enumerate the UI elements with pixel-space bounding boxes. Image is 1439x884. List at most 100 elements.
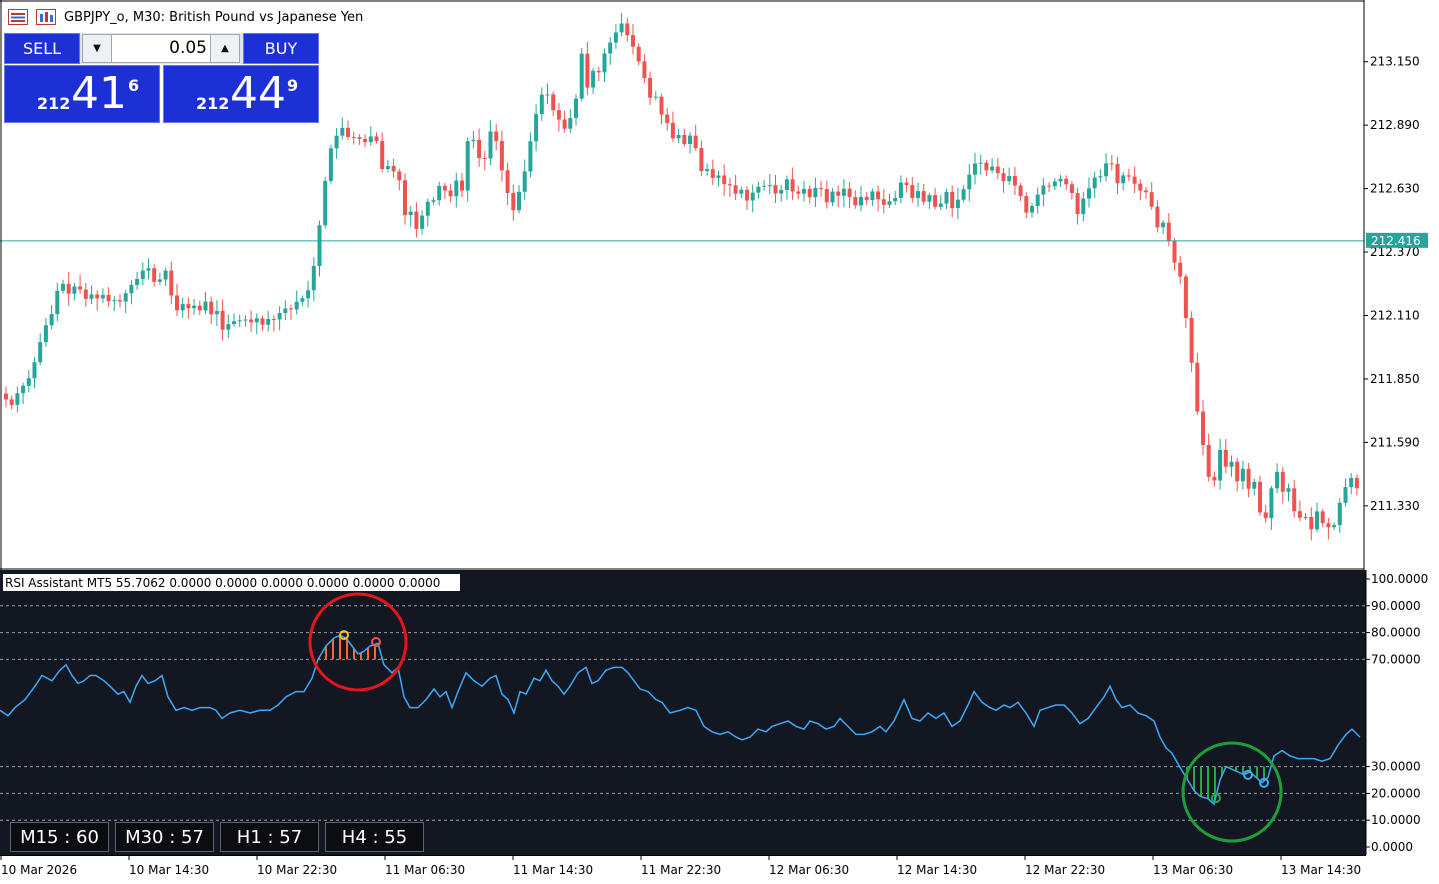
current-price-label: 212.416 xyxy=(1371,234,1421,248)
candle xyxy=(414,202,419,238)
candle xyxy=(1007,167,1012,185)
candle xyxy=(1012,166,1017,195)
candle xyxy=(1041,177,1046,207)
candle xyxy=(408,205,413,227)
rsi-indicator-panel[interactable]: 100.0000 90.0000 80.0000 70.0000 30.0000 20.0… xyxy=(0,570,1439,855)
candle xyxy=(1121,171,1126,191)
candle xyxy=(682,128,687,147)
candle xyxy=(129,280,134,305)
candle xyxy=(779,184,784,202)
candle xyxy=(1315,502,1319,532)
chart-menu-icon[interactable] xyxy=(8,9,28,25)
timeframe-rsi-panel: M15 : 60 M30 : 57 H1 : 57 H4 : 55 xyxy=(10,822,424,852)
candle xyxy=(328,145,333,184)
candle xyxy=(437,181,442,206)
rsi-tick-label: 80.0000 xyxy=(1371,626,1421,640)
candle xyxy=(397,168,402,191)
volume-stepper[interactable]: ▼ 0.05 ▲ xyxy=(82,34,240,63)
sell-price-button[interactable]: 212 41 6 xyxy=(4,65,160,123)
candle xyxy=(1115,156,1120,195)
candle xyxy=(1332,522,1337,530)
sell-button[interactable]: SELL xyxy=(4,33,80,64)
chart-header: GBPJPY_o, M30: British Pound vs Japanese… xyxy=(8,6,363,28)
candle xyxy=(1349,473,1354,495)
candle xyxy=(180,297,185,318)
rsi-tick-label: 0.0000 xyxy=(1371,840,1413,854)
candle xyxy=(984,160,989,176)
candle xyxy=(699,140,704,177)
candle xyxy=(745,186,749,210)
candle xyxy=(431,196,436,205)
candle xyxy=(266,310,271,332)
volume-input[interactable]: 0.05 xyxy=(169,38,207,58)
candle xyxy=(876,185,881,212)
candle xyxy=(733,175,738,201)
candle xyxy=(95,290,100,311)
oversold-marker xyxy=(1243,769,1253,780)
chart-title: GBPJPY_o, M30: British Pound vs Japanese… xyxy=(64,9,364,25)
candle xyxy=(21,382,26,405)
candle xyxy=(66,272,71,306)
candle xyxy=(1030,202,1034,218)
candle xyxy=(898,175,903,204)
candle xyxy=(1081,191,1086,222)
candle xyxy=(203,291,208,315)
candle xyxy=(289,304,293,320)
indicator-legend: RSI Assistant MT5 55.7062 0.0000 0.0000 … xyxy=(5,576,440,590)
candle xyxy=(613,24,618,49)
candle xyxy=(870,188,875,207)
rsi-tick-label: 70.0000 xyxy=(1371,652,1421,666)
candle xyxy=(574,94,578,126)
time-tick-label: 11 Mar 14:30 xyxy=(513,863,593,877)
current-price-tag: 212.416 xyxy=(1366,232,1428,248)
candle xyxy=(1343,478,1348,507)
candle xyxy=(78,274,83,294)
buy-price-button[interactable]: 212 44 9 xyxy=(163,65,319,123)
oversold-marker xyxy=(1211,793,1221,804)
oversold-circle xyxy=(1181,741,1283,843)
candle xyxy=(665,107,670,131)
candle xyxy=(112,296,117,312)
candle xyxy=(773,175,778,203)
candle xyxy=(802,180,806,202)
rsi-tick-label: 90.0000 xyxy=(1371,599,1421,613)
candle xyxy=(477,128,482,168)
candle xyxy=(197,300,202,316)
candle xyxy=(175,283,179,316)
buy-button[interactable]: BUY xyxy=(243,33,319,64)
candle xyxy=(995,158,1000,180)
candle xyxy=(118,294,122,308)
candle xyxy=(790,167,795,200)
candle xyxy=(482,151,487,171)
price-tick-label: 212.630 xyxy=(1370,182,1420,196)
candle xyxy=(921,183,926,206)
candle xyxy=(1189,311,1194,373)
candle xyxy=(1229,455,1234,477)
candle xyxy=(271,315,276,332)
candles-group xyxy=(4,12,1359,541)
candle xyxy=(1252,478,1257,496)
candle xyxy=(306,280,311,308)
candle xyxy=(1206,433,1211,482)
candle xyxy=(1132,166,1137,193)
candle xyxy=(938,195,943,211)
candle xyxy=(534,104,539,152)
candle xyxy=(830,188,835,207)
volume-increase-button[interactable]: ▲ xyxy=(210,35,239,62)
candle xyxy=(83,283,88,307)
one-click-trading-icon[interactable] xyxy=(36,9,56,25)
candle xyxy=(1297,500,1302,522)
candle xyxy=(186,297,191,319)
candle xyxy=(425,198,430,227)
candle xyxy=(249,310,254,332)
candle xyxy=(1269,485,1274,531)
volume-decrease-button[interactable]: ▼ xyxy=(83,35,112,62)
candle xyxy=(1024,192,1029,219)
candle xyxy=(460,172,464,198)
candle xyxy=(739,186,744,199)
candle xyxy=(517,185,521,214)
candle xyxy=(232,313,236,327)
candle xyxy=(1098,169,1103,183)
candle xyxy=(357,134,362,145)
candle xyxy=(1109,154,1114,171)
